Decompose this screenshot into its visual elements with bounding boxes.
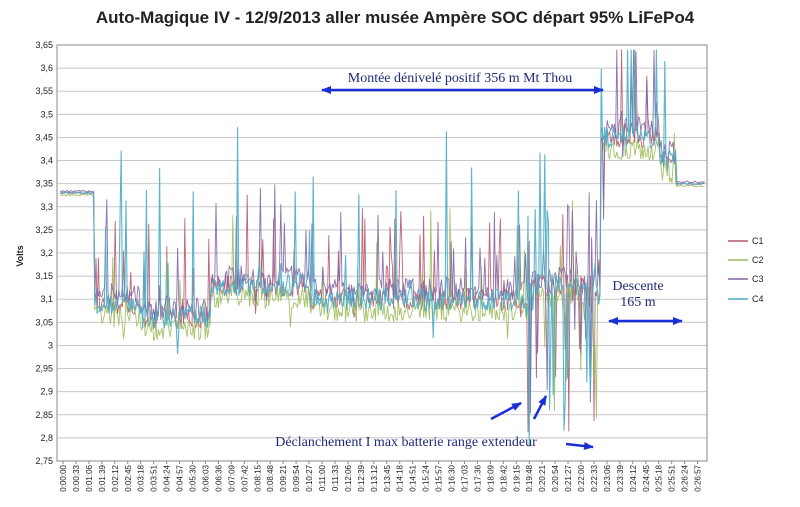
y-tick-label: 3,4 — [40, 156, 53, 166]
y-tick-label: 2,9 — [40, 387, 53, 397]
y-tick-label: 3,1 — [40, 294, 53, 304]
series-line-c3 — [59, 49, 705, 414]
x-tick-label: 0:00:33 — [72, 464, 81, 491]
y-tick-label: 2,8 — [40, 433, 53, 443]
annotation-arrow-2 — [532, 395, 548, 420]
x-tick-label: 0:00:00 — [59, 464, 68, 491]
x-tick-label: 0:18:09 — [486, 464, 495, 491]
y-tick-label: 3,65 — [35, 40, 53, 50]
series-lines — [59, 49, 705, 447]
series-line-c1 — [59, 49, 705, 433]
x-tick-label: 0:17:36 — [473, 464, 482, 491]
x-tick-label: 0:11:33 — [331, 464, 340, 491]
annotation-arrow-1 — [490, 401, 522, 421]
y-tick-label: 3,25 — [35, 225, 53, 235]
x-tick-label: 0:09:54 — [292, 464, 301, 491]
x-tick-label: 0:01:06 — [85, 464, 94, 491]
x-tick-label: 0:04:57 — [176, 464, 185, 491]
x-tick-label: 0:02:12 — [111, 464, 120, 491]
legend-label-c2: C2 — [752, 255, 764, 265]
x-axis-ticks: 0:00:00 0:00:33 0:01:06 0:01:39 0:02:12 0:02:… — [59, 461, 703, 492]
x-tick-label: 0:19:48 — [525, 464, 534, 491]
x-tick-label: 0:13:12 — [370, 464, 379, 491]
x-tick-label: 0:12:06 — [344, 464, 353, 491]
legend: C1 C2 C3 C4 — [728, 236, 764, 304]
x-tick-label: 0:23:39 — [616, 464, 625, 491]
x-tick-label: 0:12:39 — [357, 464, 366, 491]
x-tick-label: 0:08:15 — [253, 464, 262, 491]
x-tick-label: 0:08:48 — [266, 464, 275, 491]
x-tick-label: 0:26:57 — [694, 464, 703, 491]
y-tick-label: 3,3 — [40, 202, 53, 212]
x-tick-label: 0:10:27 — [305, 464, 314, 491]
x-tick-label: 0:07:09 — [227, 464, 236, 491]
x-tick-label: 0:16:30 — [448, 464, 457, 491]
y-tick-label: 3,15 — [35, 271, 53, 281]
x-tick-label: 0:18:42 — [499, 464, 508, 491]
y-tick-label: 3,5 — [40, 109, 53, 119]
x-tick-label: 0:06:36 — [214, 464, 223, 491]
grid — [57, 44, 707, 462]
x-tick-label: 0:09:21 — [279, 464, 288, 491]
annotation-descente: Descente 165 m — [608, 279, 683, 325]
x-tick-label: 0:25:51 — [668, 464, 677, 491]
x-tick-label: 0:03:51 — [150, 464, 159, 491]
x-tick-label: 0:21:27 — [564, 464, 573, 491]
x-tick-label: 0:20:21 — [538, 464, 547, 491]
y-axis-label: Volts — [15, 245, 25, 266]
y-tick-label: 3,6 — [40, 63, 53, 73]
annotation-descente-line1: Descente — [612, 279, 663, 294]
x-tick-label: 0:02:45 — [124, 464, 133, 491]
annotation-declanchement-text: Déclanchement I max batterie range exten… — [275, 435, 537, 450]
series-line-c4 — [59, 49, 705, 447]
y-tick-label: 3 — [48, 340, 53, 350]
x-tick-label: 0:17:03 — [460, 464, 469, 491]
y-tick-label: 3,35 — [35, 179, 53, 189]
annotation-descente-line2: 165 m — [620, 295, 656, 310]
x-tick-label: 0:04:24 — [163, 464, 172, 491]
x-tick-label: 0:01:39 — [98, 464, 107, 491]
x-tick-label: 0:23:06 — [603, 464, 612, 491]
x-tick-label: 0:24:12 — [629, 464, 638, 491]
y-tick-label: 3,55 — [35, 86, 53, 96]
x-tick-label: 0:15:57 — [435, 464, 444, 491]
y-tick-label: 2,75 — [35, 456, 53, 466]
y-axis-ticks: 2,75 2,8 2,85 2,9 2,95 3 3,05 3,1 3,15 3,2 3,25 3,3… — [35, 40, 53, 466]
x-tick-label: 0:25:18 — [655, 464, 664, 491]
x-tick-label: 0:06:03 — [201, 464, 210, 491]
x-tick-label: 0:11:00 — [318, 464, 327, 491]
annotation-montee-text: Montée dénivelé positif 356 m Mt Thou — [348, 71, 573, 86]
y-tick-label: 3,45 — [35, 132, 53, 142]
x-tick-label: 0:14:51 — [409, 464, 418, 491]
annotation-declanchement: Déclanchement I max batterie range exten… — [275, 395, 594, 450]
x-tick-label: 0:22:33 — [590, 464, 599, 491]
x-tick-label: 0:24:45 — [642, 464, 651, 491]
legend-label-c3: C3 — [752, 274, 764, 284]
x-tick-label: 0:05:30 — [189, 464, 198, 491]
plot-border — [56, 44, 708, 462]
y-tick-label: 2,85 — [35, 410, 53, 420]
x-tick-label: 0:22:00 — [577, 464, 586, 491]
legend-label-c4: C4 — [752, 294, 764, 304]
x-tick-label: 0:26:24 — [681, 464, 690, 491]
y-tick-label: 3,05 — [35, 317, 53, 327]
annotation-arrow-3 — [565, 442, 594, 450]
annotation-montee: Montée dénivelé positif 356 m Mt Thou — [321, 71, 604, 94]
plot-frame — [56, 44, 708, 462]
x-tick-label: 0:20:54 — [551, 464, 560, 491]
x-tick-label: 0:03:18 — [137, 464, 146, 491]
x-tick-label: 0:19:15 — [512, 464, 521, 491]
y-tick-label: 2,95 — [35, 364, 53, 374]
y-tick-label: 3,2 — [40, 248, 53, 258]
x-tick-label: 0:07:42 — [240, 464, 249, 491]
x-tick-label: 0:13:45 — [383, 464, 392, 491]
legend-label-c1: C1 — [752, 236, 764, 246]
x-tick-label: 0:15:24 — [422, 464, 431, 491]
x-tick-label: 0:14:18 — [396, 464, 405, 491]
chart-title: Auto-Magique IV - 12/9/2013 aller musée … — [96, 8, 695, 27]
